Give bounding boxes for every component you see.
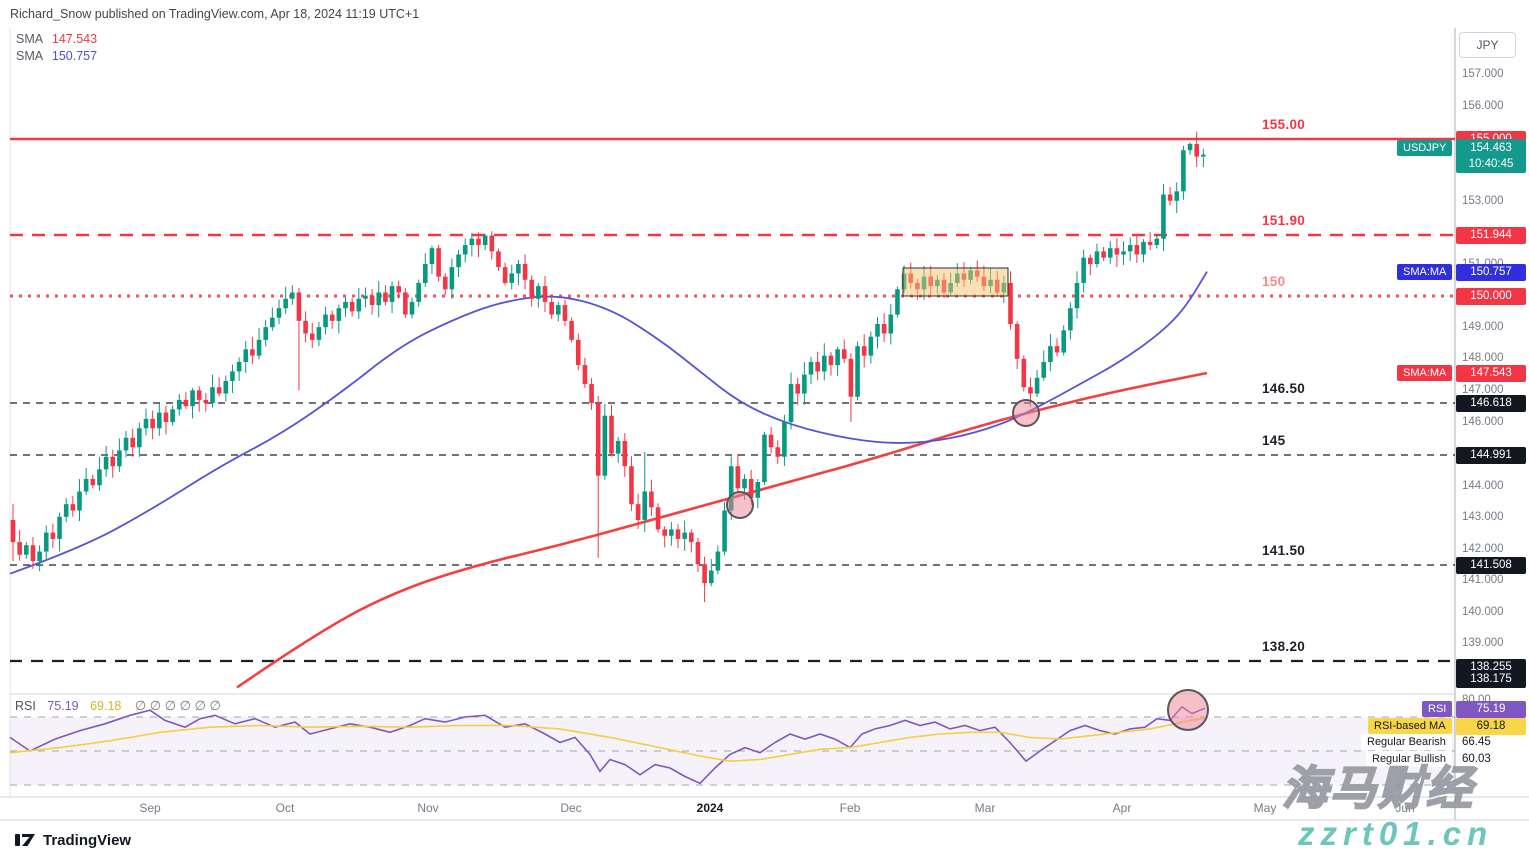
series-label-badge: SMA:MA	[1397, 365, 1453, 381]
rsi-empty-slots: ∅ ∅ ∅ ∅ ∅ ∅	[134, 698, 221, 713]
rsi-value: 75.19	[47, 699, 79, 713]
watermark-site-url: zzrt01.cn	[1298, 815, 1494, 852]
price-scale-tick: 157.000	[1462, 68, 1504, 80]
time-axis-label: Nov	[417, 801, 439, 815]
price-scale-badge: 75.19	[1456, 700, 1526, 718]
series-label-badge: Regular Bullish	[1366, 751, 1452, 767]
price-scale-tick: 60.03	[1462, 753, 1491, 765]
tradingview-logo[interactable]: TradingView	[15, 831, 131, 849]
sma-legend-row-2[interactable]: SMA 150.757	[16, 49, 97, 63]
level-price-label: 145	[1262, 433, 1286, 448]
price-scale-tick: 153.000	[1462, 195, 1504, 207]
price-scale-badge: 138.175	[1456, 670, 1526, 688]
price-scale-tick: 142.000	[1462, 543, 1504, 555]
level-price-label: 155.00	[1262, 117, 1306, 132]
price-scale-tick: 149.000	[1462, 321, 1504, 333]
last-price-badge: 154.463 10:40:45	[1456, 139, 1526, 173]
published-byline: Richard_Snow published on TradingView.co…	[10, 7, 420, 21]
sma-legend-label: SMA	[16, 32, 43, 46]
price-scale-tick: 140.000	[1462, 606, 1504, 618]
price-scale-badge: 146.618	[1456, 394, 1526, 412]
price-scale-badge: 150.000	[1456, 287, 1526, 305]
price-scale-tick: 148.000	[1462, 352, 1504, 364]
countdown-timer: 10:40:45	[1468, 158, 1514, 170]
price-scale-badge: 150.757	[1456, 263, 1526, 281]
time-axis-label: Apr	[1112, 801, 1132, 815]
series-label-badge: RSI-based MA	[1368, 718, 1452, 734]
level-price-label: 146.50	[1262, 381, 1306, 396]
level-price-label: 150	[1262, 274, 1286, 289]
price-scale-tick: 66.45	[1462, 736, 1491, 748]
sma-legend-label: SMA	[16, 49, 43, 63]
time-axis-label: Feb	[839, 801, 861, 815]
price-scale-badge: 144.991	[1456, 446, 1526, 464]
sma-red-value: 147.543	[51, 32, 98, 46]
currency-toggle-button[interactable]: JPY	[1459, 32, 1516, 58]
level-price-label: 138.20	[1262, 639, 1306, 654]
last-price-value: 154.463	[1470, 142, 1512, 154]
price-scale-tick: 144.000	[1462, 480, 1504, 492]
time-axis-label: Dec	[560, 801, 582, 815]
price-scale-badge: 141.508	[1456, 556, 1526, 574]
time-axis-label: Sep	[139, 801, 161, 815]
time-axis-label: Oct	[275, 801, 295, 815]
rsi-legend-label: RSI	[15, 699, 36, 713]
rsi-legend[interactable]: RSI 75.19 69.18 ∅ ∅ ∅ ∅ ∅ ∅	[15, 698, 221, 714]
price-scale-tick: 139.000	[1462, 637, 1504, 649]
rsi-ma-value: 69.18	[90, 699, 122, 713]
time-axis-label: 2024	[696, 801, 724, 815]
level-price-label: 141.50	[1262, 543, 1306, 558]
series-label-badge: USDJPY	[1397, 140, 1453, 156]
price-scale-tick: 143.000	[1462, 511, 1504, 523]
watermark-site-name: 海马财经	[1281, 761, 1474, 815]
price-scale-tick: 147.000	[1462, 384, 1504, 396]
price-scale-tick: 146.000	[1462, 416, 1504, 428]
price-scale-tick: 156.000	[1462, 100, 1504, 112]
time-axis-label: Mar	[974, 801, 996, 815]
sma-blue-value: 150.757	[51, 49, 98, 63]
price-scale-badge: 147.543	[1456, 364, 1526, 382]
series-label-badge: SMA:MA	[1397, 264, 1453, 280]
price-scale-badge: 69.18	[1456, 717, 1526, 735]
sma-legend-row-1[interactable]: SMA 147.543	[16, 32, 97, 46]
level-price-label: 151.90	[1262, 213, 1306, 228]
price-scale-badge: 151.944	[1456, 226, 1526, 244]
tradingview-logo-text: TradingView	[43, 831, 132, 849]
tradingview-logo-icon	[15, 834, 35, 846]
series-label-badge: Regular Bearish	[1361, 734, 1452, 750]
time-axis-label: May	[1253, 801, 1277, 815]
time-axis-label: Jun	[1395, 801, 1415, 815]
series-label-badge: RSI	[1422, 701, 1453, 717]
price-scale-tick: 141.000	[1462, 574, 1504, 586]
